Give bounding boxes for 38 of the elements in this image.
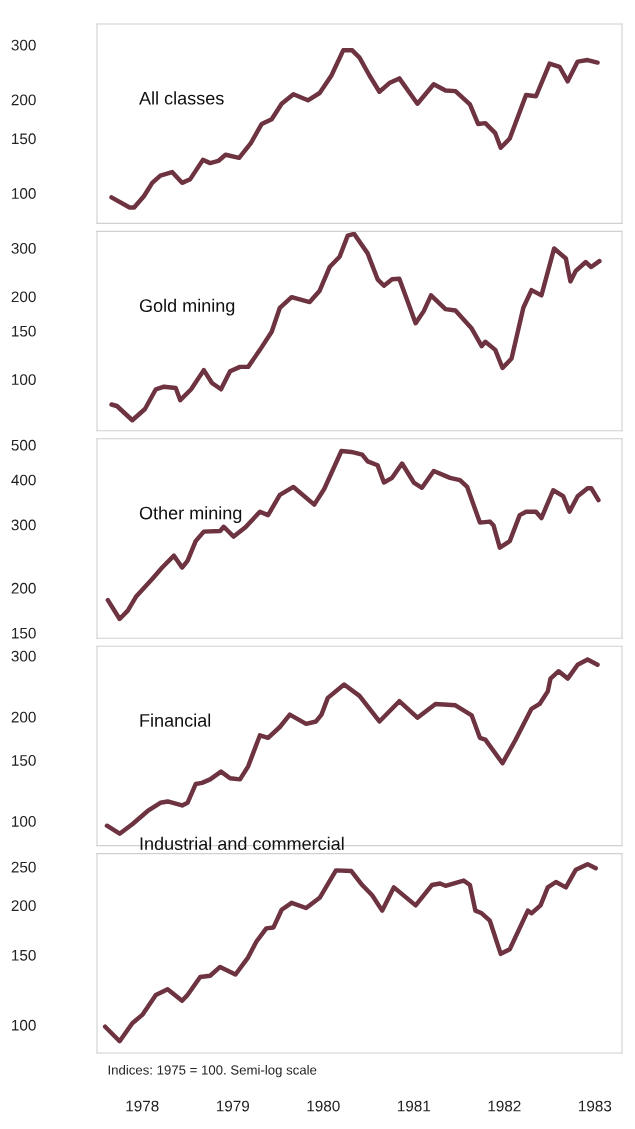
text: Gold mining: [139, 298, 235, 316]
line-series: [109, 48, 600, 210]
y-tick-label: 500: [11, 439, 36, 451]
x-tick-label: 1981: [397, 1100, 431, 1112]
y-tick-label: 100: [12, 188, 36, 199]
y-tick-label: 100: [12, 1019, 36, 1031]
text: Other mining: [139, 506, 242, 523]
y-tick-label: 100: [12, 374, 36, 386]
y-tick-label: 300: [11, 39, 36, 51]
x-tick-label: 1978: [126, 1100, 159, 1112]
line-series: [102, 861, 598, 1044]
y-tick-label: 100: [12, 816, 36, 827]
y-tick-label: 150: [12, 627, 36, 639]
y-tick-label: 150: [12, 755, 36, 766]
y-tick-label: 150: [12, 325, 36, 337]
y-tick-label: 250: [11, 861, 36, 873]
y-tick-label: 300: [11, 519, 36, 531]
text: Indices: 1975 = 100. Semi-log scale: [108, 1064, 317, 1078]
chart-title: Industrial and commercial: [140, 836, 344, 851]
line-series: [104, 657, 600, 836]
text: Financial: [140, 713, 211, 727]
y-tick-label: 200: [11, 711, 36, 723]
y-tick-label: 300: [11, 650, 36, 662]
x-tick-label: 1979: [216, 1100, 250, 1112]
x-tick-label: 1982: [488, 1100, 521, 1112]
x-tick-label: 1980: [307, 1100, 340, 1112]
y-tick-label: 150: [12, 133, 36, 145]
y-tick-label: 200: [11, 900, 36, 912]
text: All classes: [139, 91, 224, 105]
y-tick-label: 200: [11, 291, 36, 303]
x-tick-label: 1983: [579, 1100, 612, 1112]
line-series: [105, 448, 601, 622]
line-series: [109, 231, 602, 423]
y-tick-label: 300: [11, 242, 36, 254]
y-tick-label: 150: [12, 949, 36, 961]
y-tick-label: 200: [11, 94, 36, 106]
y-tick-label: 200: [11, 582, 36, 594]
y-tick-label: 400: [11, 474, 36, 486]
